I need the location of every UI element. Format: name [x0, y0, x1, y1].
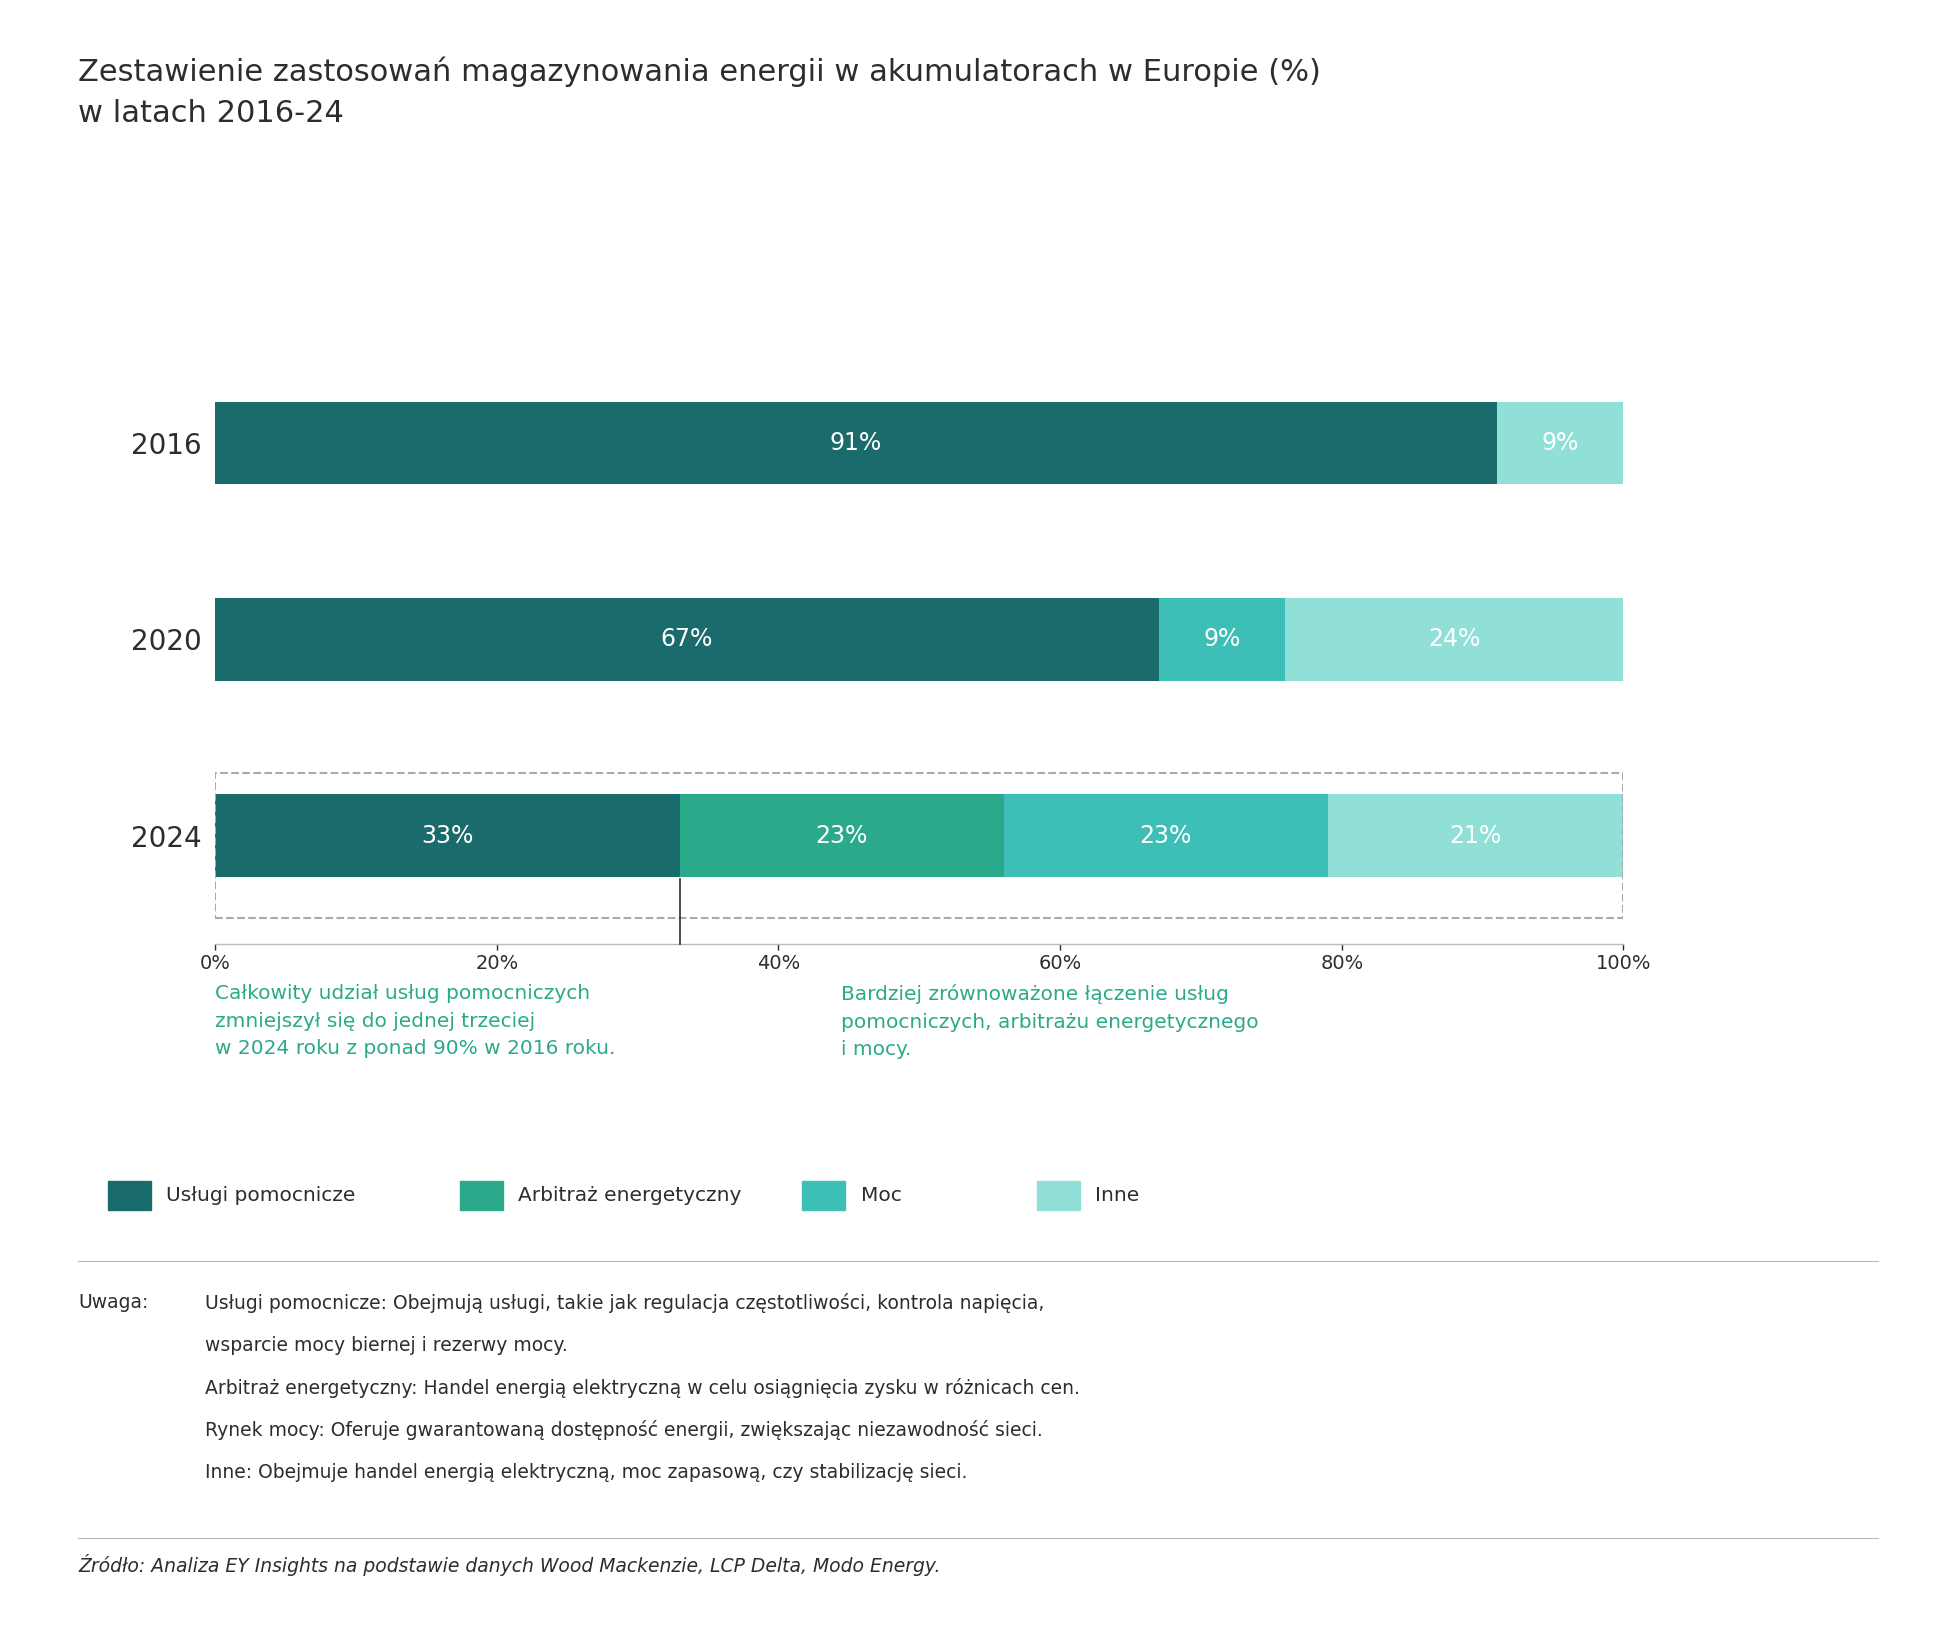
- Text: 9%: 9%: [1202, 628, 1239, 651]
- Text: Inne: Obejmuje handel energią elektryczną, moc zapasową, czy stabilizację sieci.: Inne: Obejmuje handel energią elektryczn…: [205, 1463, 968, 1482]
- Text: 23%: 23%: [1140, 823, 1191, 848]
- Text: 9%: 9%: [1541, 431, 1578, 456]
- Text: 23%: 23%: [815, 823, 868, 848]
- Text: Uwaga:: Uwaga:: [78, 1293, 149, 1313]
- Text: 21%: 21%: [1449, 823, 1501, 848]
- Bar: [215, 402, 1496, 485]
- Text: Usługi pomocnicze: Usługi pomocnicze: [166, 1186, 356, 1206]
- Text: Arbitraż energetyczny: Handel energią elektryczną w celu osiągnięcia zysku w róż: Arbitraż energetyczny: Handel energią el…: [205, 1378, 1079, 1398]
- Bar: [1496, 402, 1623, 485]
- Text: Arbitraż energetyczny: Arbitraż energetyczny: [518, 1186, 741, 1206]
- Text: Inne: Inne: [1095, 1186, 1140, 1206]
- Text: wsparcie mocy biernej i rezerwy mocy.: wsparcie mocy biernej i rezerwy mocy.: [205, 1336, 567, 1355]
- Text: Rynek mocy: Oferuje gwarantowaną dostępność energii, zwiększając niezawodność si: Rynek mocy: Oferuje gwarantowaną dostępn…: [205, 1420, 1042, 1440]
- Text: Zestawienie zastosowań magazynowania energii w akumulatorach w Europie (%)
w lat: Zestawienie zastosowań magazynowania ene…: [78, 57, 1320, 129]
- Bar: [680, 794, 1003, 877]
- Text: 24%: 24%: [1427, 628, 1480, 651]
- Text: Moc: Moc: [860, 1186, 901, 1206]
- Bar: [1327, 794, 1623, 877]
- Bar: [215, 599, 1157, 680]
- Text: Źródło: Analiza EY Insights na podstawie danych Wood Mackenzie, LCP Delta, Modo : Źródło: Analiza EY Insights na podstawie…: [78, 1554, 940, 1577]
- Bar: [1003, 794, 1327, 877]
- Text: 33%: 33%: [420, 823, 473, 848]
- Text: 67%: 67%: [661, 628, 714, 651]
- Bar: [1157, 599, 1284, 680]
- Bar: [1284, 599, 1623, 680]
- Text: Całkowity udział usług pomocniczych
zmniejszył się do jednej trzeciej
w 2024 rok: Całkowity udział usług pomocniczych zmni…: [215, 984, 616, 1058]
- Bar: [215, 794, 680, 877]
- Text: 91%: 91%: [829, 431, 882, 456]
- Text: Usługi pomocnicze: Obejmują usługi, takie jak regulacja częstotliwości, kontrola: Usługi pomocnicze: Obejmują usługi, taki…: [205, 1293, 1044, 1313]
- Text: Bardziej zrównoważone łączenie usług
pomocniczych, arbitrażu energetycznego
i mo: Bardziej zrównoważone łączenie usług pom…: [841, 984, 1259, 1059]
